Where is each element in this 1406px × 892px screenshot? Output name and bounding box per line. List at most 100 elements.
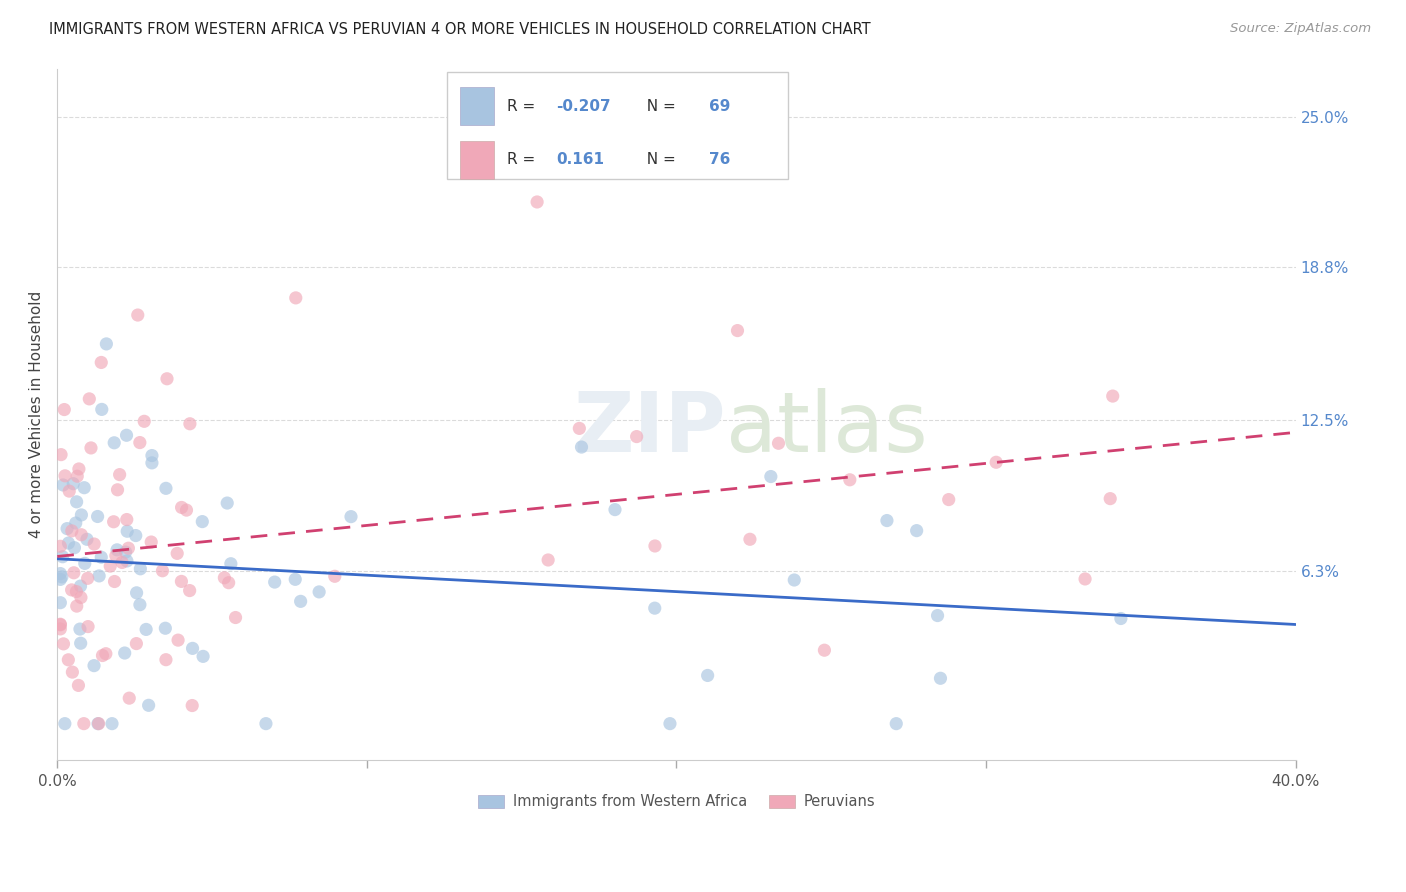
Point <box>66 495 89 509</box>
Text: N =: N = <box>637 99 681 114</box>
Point <box>90 355 112 369</box>
Point <box>69 622 91 636</box>
Point <box>49 617 72 632</box>
Point <box>217 496 239 510</box>
Point <box>984 455 1007 469</box>
Point <box>83 537 105 551</box>
Point <box>170 500 193 515</box>
Point <box>76 533 98 547</box>
Point <box>929 671 952 685</box>
Point <box>111 556 134 570</box>
Point <box>152 564 174 578</box>
Point <box>107 483 129 497</box>
Point <box>938 492 960 507</box>
Point <box>56 522 79 536</box>
Point <box>738 533 761 547</box>
Point <box>65 516 87 530</box>
Point <box>90 402 112 417</box>
Point <box>156 372 179 386</box>
Point <box>101 716 124 731</box>
Point <box>66 599 89 613</box>
Point <box>79 392 101 406</box>
Point <box>838 473 860 487</box>
Text: Source: ZipAtlas.com: Source: ZipAtlas.com <box>1230 22 1371 36</box>
Point <box>73 481 96 495</box>
Point <box>254 716 277 731</box>
Point <box>1101 389 1123 403</box>
Point <box>644 539 666 553</box>
Point <box>49 539 72 553</box>
Point <box>105 542 128 557</box>
Point <box>60 665 83 679</box>
FancyBboxPatch shape <box>447 72 787 179</box>
Text: -0.207: -0.207 <box>557 99 612 114</box>
Point <box>115 512 138 526</box>
Point <box>134 414 156 428</box>
FancyBboxPatch shape <box>460 141 495 179</box>
Text: atlas: atlas <box>725 388 928 468</box>
Text: R =: R = <box>506 99 540 114</box>
Text: 76: 76 <box>709 153 730 168</box>
Point <box>568 421 591 435</box>
Point <box>69 636 91 650</box>
Point <box>905 524 928 538</box>
Point <box>115 428 138 442</box>
Point <box>51 570 73 584</box>
Point <box>53 468 76 483</box>
Point <box>103 574 125 589</box>
Point <box>340 509 363 524</box>
Point <box>155 621 177 635</box>
Point <box>129 598 152 612</box>
Point <box>323 569 346 583</box>
Point <box>138 698 160 713</box>
Y-axis label: 4 or more Vehicles in Household: 4 or more Vehicles in Household <box>30 291 44 538</box>
Point <box>658 716 681 731</box>
Point <box>65 584 87 599</box>
Point <box>603 502 626 516</box>
Point <box>96 337 118 351</box>
Point <box>783 573 806 587</box>
Point <box>49 617 72 632</box>
Point <box>58 653 80 667</box>
Point <box>87 716 110 731</box>
Point <box>49 566 72 581</box>
Point <box>125 637 148 651</box>
Point <box>759 469 782 483</box>
Point <box>290 594 312 608</box>
Point <box>284 572 307 586</box>
Point <box>66 469 89 483</box>
Text: R =: R = <box>506 153 540 168</box>
Point <box>179 417 201 431</box>
Point <box>86 509 108 524</box>
Point <box>526 194 548 209</box>
Point <box>114 545 136 559</box>
Text: 69: 69 <box>709 99 730 114</box>
Point <box>179 583 201 598</box>
Point <box>135 623 157 637</box>
Text: ZIP: ZIP <box>574 388 725 468</box>
Point <box>141 456 163 470</box>
Point <box>60 582 83 597</box>
Point <box>727 324 749 338</box>
Point <box>90 550 112 565</box>
Point <box>58 536 80 550</box>
Point <box>94 647 117 661</box>
Point <box>87 716 110 731</box>
Point <box>1109 611 1132 625</box>
Point <box>125 586 148 600</box>
Point <box>214 571 236 585</box>
Point <box>218 575 240 590</box>
Point <box>884 716 907 731</box>
Point <box>114 646 136 660</box>
Point <box>263 575 285 590</box>
Point <box>53 716 76 731</box>
Point <box>52 637 75 651</box>
Point <box>117 541 139 556</box>
Point <box>60 524 83 538</box>
Point <box>191 515 214 529</box>
Point <box>108 467 131 482</box>
Point <box>49 596 72 610</box>
Point <box>1099 491 1122 506</box>
Point <box>52 549 75 564</box>
Point <box>1074 572 1097 586</box>
